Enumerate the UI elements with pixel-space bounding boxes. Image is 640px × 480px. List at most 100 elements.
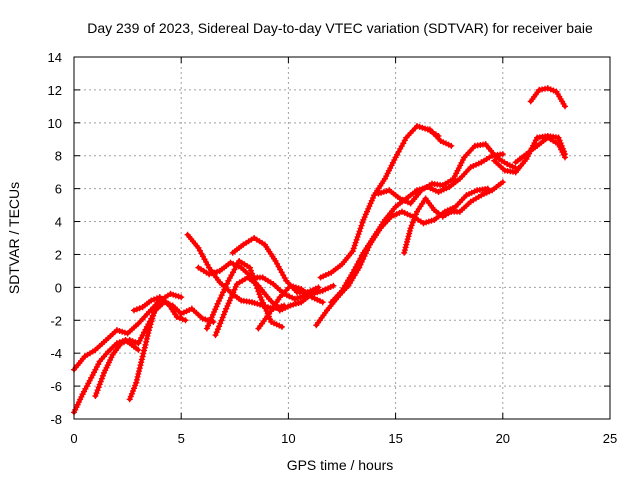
data-point-marker (413, 211, 419, 218)
series-arc-19 (512, 134, 568, 166)
data-point-marker (375, 190, 382, 197)
data-point-marker (148, 297, 155, 304)
series-arc-17 (426, 126, 455, 149)
data-point-marker (206, 271, 213, 278)
y-tick-label: 0 (55, 280, 62, 295)
data-point-marker (142, 341, 149, 348)
data-point-marker (322, 286, 329, 293)
series-layer (71, 85, 568, 416)
data-point-marker (414, 123, 420, 130)
x-axis-title: GPS time / hours (287, 457, 394, 473)
data-point-marker (544, 85, 551, 92)
x-tick-label: 0 (70, 431, 77, 446)
data-point-marker (182, 317, 189, 324)
data-point-marker (231, 286, 238, 293)
data-point-marker (93, 390, 100, 397)
data-point-marker (136, 365, 143, 372)
data-point-marker (138, 359, 145, 366)
data-point-marker (143, 335, 150, 342)
data-point-marker (350, 245, 357, 252)
frame-layer (73, 56, 611, 420)
data-point-marker (254, 300, 261, 307)
data-point-marker (312, 285, 319, 292)
data-point-marker (128, 390, 135, 397)
data-point-marker (556, 137, 563, 144)
series-arc-2 (71, 337, 142, 416)
data-point-marker (370, 195, 376, 201)
data-point-marker (407, 225, 414, 232)
data-point-marker (228, 294, 234, 301)
data-point-marker (317, 297, 323, 304)
data-point-marker (319, 299, 326, 306)
data-point-marker (250, 273, 256, 280)
data-point-marker (550, 87, 557, 94)
series-line (513, 135, 567, 165)
series-line (329, 152, 505, 305)
data-point-marker (309, 294, 315, 301)
data-point-marker (136, 368, 142, 375)
data-point-marker (251, 300, 258, 306)
data-point-marker (220, 311, 227, 318)
data-point-marker (404, 211, 411, 218)
data-point-marker (131, 385, 137, 392)
data-point-marker (144, 333, 151, 339)
data-point-marker (391, 212, 397, 219)
data-point-marker (135, 346, 142, 353)
y-tick-label: 14 (48, 50, 62, 65)
data-point-marker (349, 248, 356, 255)
data-point-marker (471, 188, 478, 195)
data-point-marker (404, 238, 410, 245)
data-point-marker (408, 222, 415, 229)
data-point-marker (466, 191, 472, 197)
data-point-marker (499, 151, 506, 158)
data-point-marker (137, 362, 144, 369)
data-point-marker (532, 137, 539, 144)
data-point-marker (141, 344, 148, 351)
grid-layer (74, 57, 610, 419)
data-point-marker (384, 170, 391, 177)
data-point-marker (430, 186, 437, 193)
data-point-marker (428, 217, 435, 224)
data-point-marker (435, 188, 442, 195)
data-point-marker (113, 327, 120, 334)
data-point-marker (126, 337, 133, 343)
data-point-marker (145, 330, 152, 337)
data-point-marker (425, 218, 432, 225)
data-point-marker (258, 297, 265, 303)
data-point-marker (419, 124, 426, 131)
data-point-marker (450, 175, 457, 182)
x-tick-label: 10 (281, 431, 295, 446)
data-point-marker (247, 267, 254, 274)
data-point-marker (356, 228, 363, 235)
data-point-marker (222, 283, 229, 290)
data-point-marker (368, 197, 375, 204)
data-point-marker (486, 188, 493, 195)
data-point-marker (261, 302, 268, 309)
data-point-marker (555, 134, 562, 141)
series-arc-3 (92, 299, 217, 399)
data-point-marker (365, 205, 372, 212)
data-point-marker (127, 393, 134, 400)
data-point-marker (132, 339, 139, 346)
data-point-marker (175, 293, 182, 300)
data-point-marker (249, 270, 255, 277)
data-point-marker (262, 305, 269, 312)
data-point-marker (223, 305, 230, 312)
data-point-marker (149, 315, 156, 322)
data-point-marker (440, 186, 447, 193)
data-point-marker (443, 140, 449, 147)
data-point-marker (292, 284, 299, 291)
data-point-marker (320, 273, 327, 280)
data-point-marker (121, 339, 127, 346)
y-tick-label: 4 (55, 215, 62, 230)
y-tick-label: -6 (50, 379, 62, 394)
data-point-marker (227, 259, 234, 266)
data-point-marker (402, 198, 409, 204)
data-point-marker (209, 311, 216, 318)
y-axis-title: SDTVAR / TECUs (6, 182, 22, 294)
data-point-marker (358, 222, 365, 229)
data-point-marker (276, 322, 283, 329)
y-tick-label: -8 (50, 412, 62, 427)
data-point-marker (143, 338, 150, 345)
data-point-marker (290, 301, 297, 308)
